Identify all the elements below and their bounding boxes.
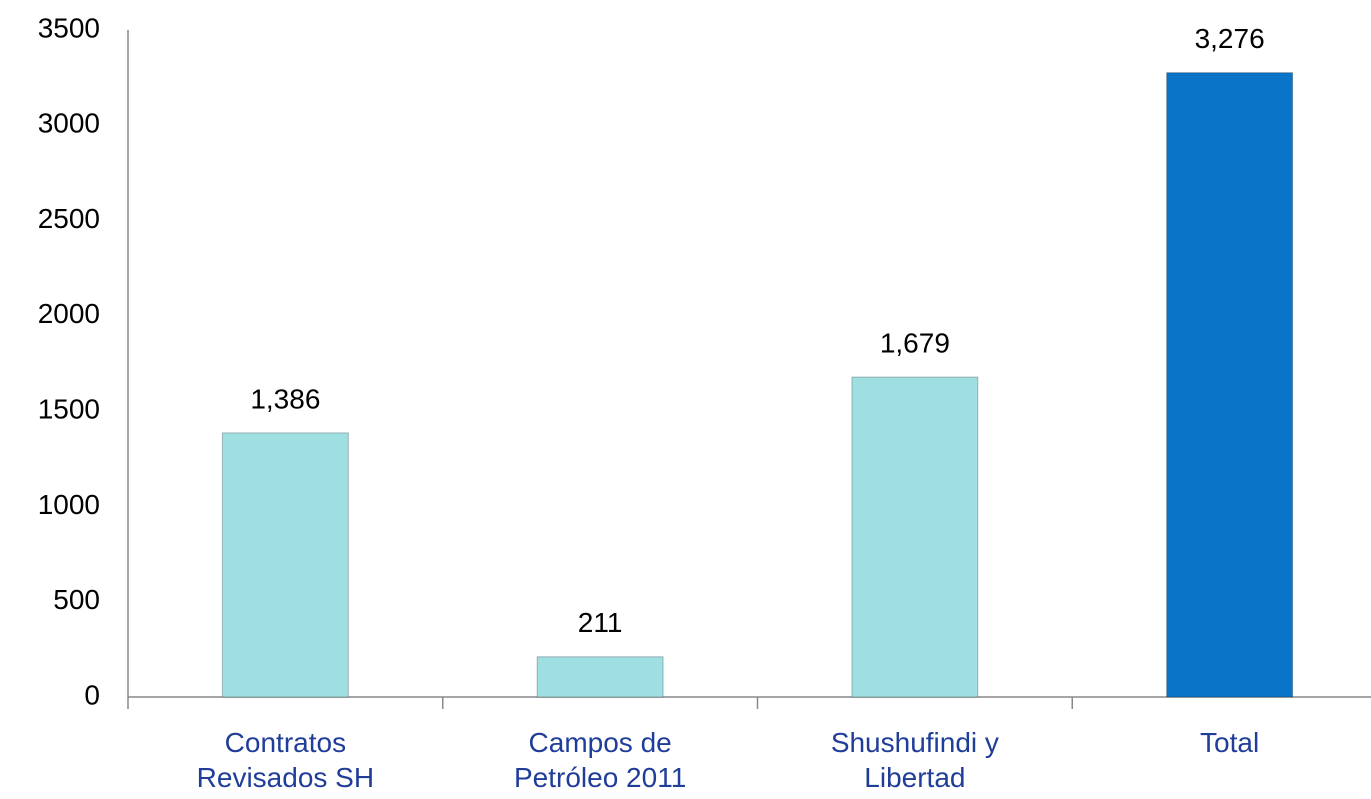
y-tick-label: 2500 — [38, 203, 100, 234]
y-tick-label: 1000 — [38, 489, 100, 520]
y-tick-label: 3500 — [38, 12, 100, 43]
value-label: 211 — [578, 607, 623, 638]
y-tick-label: 2000 — [38, 298, 100, 329]
value-label: 1,386 — [250, 383, 320, 414]
y-tick-label: 3000 — [38, 108, 100, 139]
value-label: 1,679 — [880, 327, 950, 358]
x-tick-label: Contratos Revisados SH — [196, 727, 375, 793]
bar — [221, 432, 349, 698]
bar — [1166, 72, 1294, 698]
value-label: 3,276 — [1195, 23, 1265, 54]
x-tick-label: Campos de Petróleo 2011 — [513, 727, 687, 793]
bar — [851, 376, 979, 698]
y-tick-label: 0 — [84, 679, 100, 710]
y-tick-label: 500 — [53, 584, 100, 615]
x-tick-label: Total — [1200, 727, 1260, 758]
x-tick-label: Shushufindi y Libertad — [830, 727, 999, 793]
bar — [536, 656, 664, 698]
y-tick-label: 1500 — [38, 394, 100, 425]
